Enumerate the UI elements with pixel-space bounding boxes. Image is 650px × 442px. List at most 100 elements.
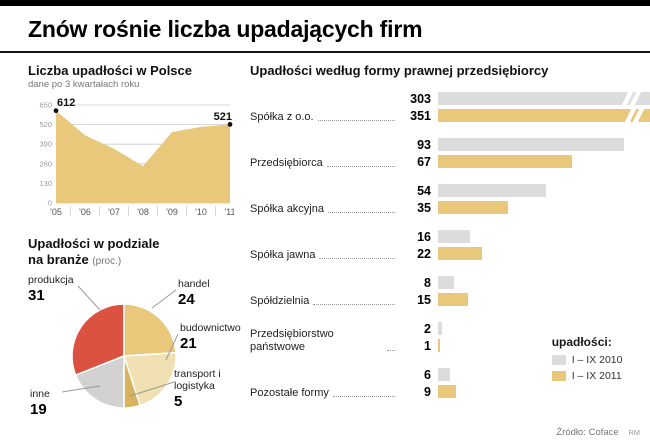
pie-slice-produkcja [71,302,125,376]
x-axis-label: '06 [79,207,91,217]
y-axis-tick-label: 520 [39,120,52,129]
bar-category: Pozostałe formy [250,366,398,400]
source-text: Źródło: Coface [556,427,619,438]
pie-leader-line [77,285,101,310]
y-axis-tick-label: 390 [39,140,52,149]
bar-2011 [438,155,572,168]
bar-value: 9 [424,384,431,399]
legend-items: I – IX 2010 I – IX 2011 [551,354,650,382]
bar-value: 35 [417,200,431,215]
pie-leader-line [151,289,177,308]
bar-row: Przedsiębiorca 93 67 [250,136,650,170]
page-title: Znów rośnie liczba upadających firm [28,16,423,42]
left-column: Liczba upadłości w Polsce dane po 3 kwar… [28,63,241,434]
pie-slice-name: produkcja [28,273,74,286]
y-axis-tick-label: 260 [39,159,52,168]
title-rule [0,51,650,53]
pie-slice-name: transport i logistyka [174,367,221,392]
bar-value: 1 [424,338,431,353]
bar-row: Spółka akcyjna 54 35 [250,182,650,216]
legend-title: upadłości: [551,335,612,349]
pie-slice-value: 24 [178,290,195,308]
bar-line-2011: 1 [398,337,650,354]
bar-category-label: Spółka jawna [250,248,316,261]
bar-2010 [438,184,546,197]
bar-2010 [438,276,454,289]
pie-leader-line [165,333,179,360]
bar-value: 6 [424,367,431,382]
bar-line-2011: 15 [398,291,650,308]
data-point-label: 521 [214,111,232,123]
dotted-leader [317,120,395,121]
bar-chart-title: Upadłości według formy prawnej przedsięb… [250,63,549,78]
pie-slice-name: inne [30,387,50,400]
bar-value: 93 [417,137,431,152]
pie-section-title: Upadłości w podziale na branże (proc.) [28,236,234,268]
y-axis-tick-label: 0 [48,199,52,208]
bar-value: 16 [417,229,431,244]
bar-2011 [438,385,456,398]
area-shape [56,110,230,203]
pie-label-handel: handel 24 [178,278,236,308]
bar-2011 [438,293,468,306]
bar-line-2010: 16 [398,228,650,245]
bar-line-2010: 2 [398,320,650,337]
bar-line-2010: 93 [398,136,650,153]
industry-pie-chart [61,285,179,409]
legend-item: I – IX 2010 [551,354,650,366]
area-chart-title: Liczba upadłości w Polsce [28,63,192,78]
bar-line-2010: 8 [398,274,650,291]
bar-value: 15 [417,292,431,307]
bar-category: Spółka akcyjna [250,182,398,216]
bar-category: Spółdzielnia [250,274,398,308]
dotted-leader [328,212,395,213]
x-axis-label: '10 [195,207,207,217]
pie-label-produkcja: produkcja 31 [28,274,86,304]
bar-line-2011: 9 [398,383,650,400]
dotted-leader [319,258,395,259]
x-axis-label: '09 [166,207,178,217]
legend-swatch [551,355,566,365]
legend-swatch [551,371,566,381]
pie-chart-section: Upadłości w podziale na branże (proc.) p… [28,236,241,434]
bankruptcies-area-chart: 650 520 390 260 130 0 612 521 '05 '06 '07 '08 '09 '10… [39,97,234,217]
top-black-bar [0,0,650,6]
legend-item: I – IX 2011 [551,370,650,382]
pie-title-line1: Upadłości w podziale [28,236,160,251]
right-column: Upadłości według formy prawnej przedsięb… [250,63,650,434]
bar-row: Spółdzielnia 8 15 [250,274,650,308]
bar-2011 [438,247,482,260]
bar-line-2011: 35 [398,199,650,216]
pie-title-unit: (proc.) [92,255,122,267]
pie-slice-value: 21 [180,334,197,352]
pie-label-transport-i-logistyka: transport i logistyka 5 [174,368,232,410]
bar-category-label: Spółka z o.o. [250,110,314,123]
pie-slice-name: handel [178,277,210,290]
y-axis-tick-label: 130 [39,179,52,188]
pie-slice-name: budownictwo [180,321,241,334]
x-axis-label: '11 [224,207,234,217]
bar-line-2011: 351 [398,107,650,124]
pie-leader-line [61,385,101,393]
bar-row: Spółka jawna 16 22 [250,228,650,262]
x-axis-label: '05 [50,207,62,217]
pie-slice-value: 5 [174,392,183,410]
bar-value: 54 [417,183,431,198]
bar-line-2010: 54 [398,182,650,199]
bar-value: 2 [424,321,431,336]
bar-value: 8 [424,275,431,290]
bar-2011 [438,108,650,123]
bar-category-label: Spółka akcyjna [250,202,324,215]
y-axis-tick-label: 650 [39,101,52,110]
data-point-dot [227,122,233,127]
bar-2010 [438,230,470,243]
bar-category: Przedsiębiorca [250,136,398,170]
bar-value: 22 [417,246,431,261]
bar-category-label: Pozostałe formy [250,386,329,399]
credit-text: RM [628,428,640,437]
pie-slice-inne [74,354,125,409]
bar-category-label: Spółdzielnia [250,294,310,307]
dotted-leader [326,166,395,167]
bar-value: 67 [417,154,431,169]
bar-row: Spółka z o.o. 303 351 [250,90,650,124]
